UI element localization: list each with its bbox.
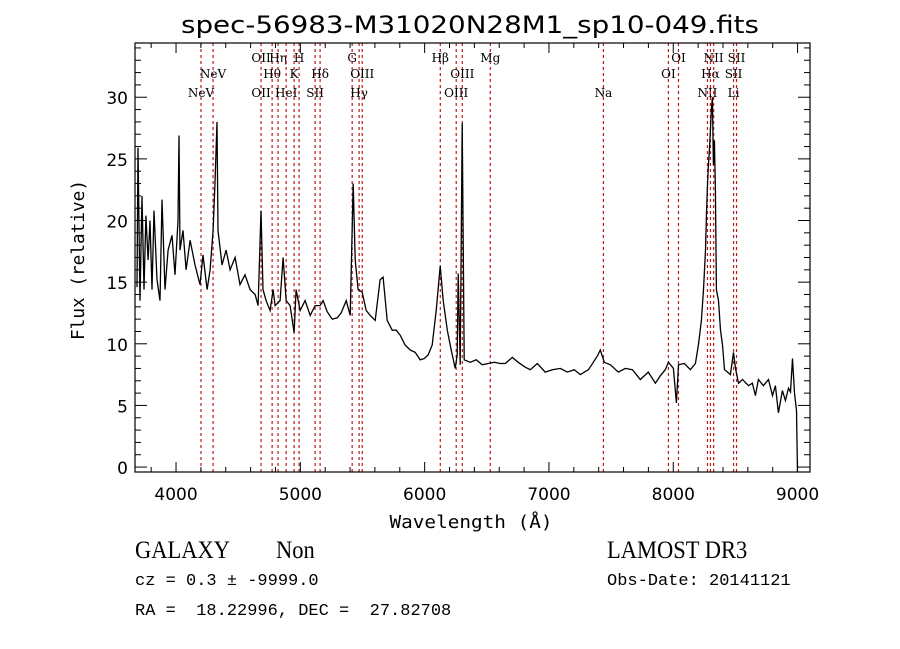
- marker-label: G: [347, 51, 357, 65]
- marker-label: HeI: [275, 86, 298, 100]
- axis-ticks: 4000 5000 6000 7000 8000 9000 0 5 10 15 20 25 30: [106, 43, 819, 505]
- marker-label: K: [290, 67, 300, 81]
- plot-frame: [134, 42, 811, 473]
- marker-label: Hδ: [311, 67, 329, 81]
- x-tick-label: 9000: [776, 485, 819, 505]
- marker-label: OIII: [350, 67, 374, 81]
- y-axis-label: Flux (relative): [68, 180, 89, 340]
- y-tick-label: 5: [117, 397, 128, 417]
- marker-label: OIII: [450, 67, 474, 81]
- spectrum-line: [136, 97, 799, 472]
- marker-label: Mg: [480, 51, 500, 65]
- marker-label: Hθ: [263, 67, 281, 81]
- x-tick-label: 4000: [154, 485, 197, 505]
- marker-label: Hα: [701, 67, 720, 81]
- marker-label: SII: [306, 86, 324, 100]
- marker-label: NII: [697, 86, 717, 100]
- object-class: GALAXY: [135, 537, 230, 564]
- x-tick-label: 6000: [403, 485, 446, 505]
- marker-label: Hβ: [432, 51, 449, 65]
- marker-label: Li: [728, 86, 740, 100]
- y-tick-label: 0: [117, 459, 128, 479]
- x-tick-label: 8000: [652, 485, 695, 505]
- coordinates: RA = 18.22996, DEC = 27.82708: [135, 602, 452, 621]
- marker-label: H: [294, 51, 304, 65]
- marker-label: SII: [728, 51, 746, 65]
- marker-label: OII: [251, 51, 271, 65]
- marker-label: OIII: [444, 86, 468, 100]
- y-tick-label: 30: [106, 89, 128, 109]
- x-tick-label: 7000: [527, 485, 570, 505]
- marker-label: OI: [661, 67, 676, 81]
- y-tick-label: 25: [106, 151, 128, 171]
- object-subclass: Non: [276, 537, 315, 564]
- observation-date: Obs-Date: 20141121: [607, 572, 791, 591]
- y-tick-label: 10: [106, 336, 128, 356]
- x-tick-label: 5000: [279, 485, 322, 505]
- x-axis-label: Wavelength (Å): [390, 511, 553, 533]
- marker-label: Na: [595, 86, 613, 100]
- marker-label: Hη: [269, 51, 287, 65]
- marker-label: SII: [725, 67, 743, 81]
- marker-label: NeV: [200, 67, 227, 81]
- redshift-cz: cz = 0.3 ± -9999.0: [135, 572, 319, 591]
- line-markers: NeVNeVOIIOIIHθHηHeIKHSIIHδGHγOIIIHβOIIIO…: [188, 43, 746, 472]
- survey-name: LAMOST DR3: [607, 537, 748, 564]
- marker-label: NeV: [188, 86, 215, 100]
- marker-label: NII: [704, 51, 724, 65]
- chart-title: spec-56983-M31020N28M1_sp10-049.fits: [181, 11, 759, 39]
- marker-label: Hγ: [350, 86, 368, 100]
- marker-label: OII: [251, 86, 271, 100]
- y-tick-label: 15: [106, 274, 128, 294]
- spectrum-series: [136, 97, 799, 472]
- marker-label: OI: [671, 51, 686, 65]
- y-tick-label: 20: [106, 213, 128, 233]
